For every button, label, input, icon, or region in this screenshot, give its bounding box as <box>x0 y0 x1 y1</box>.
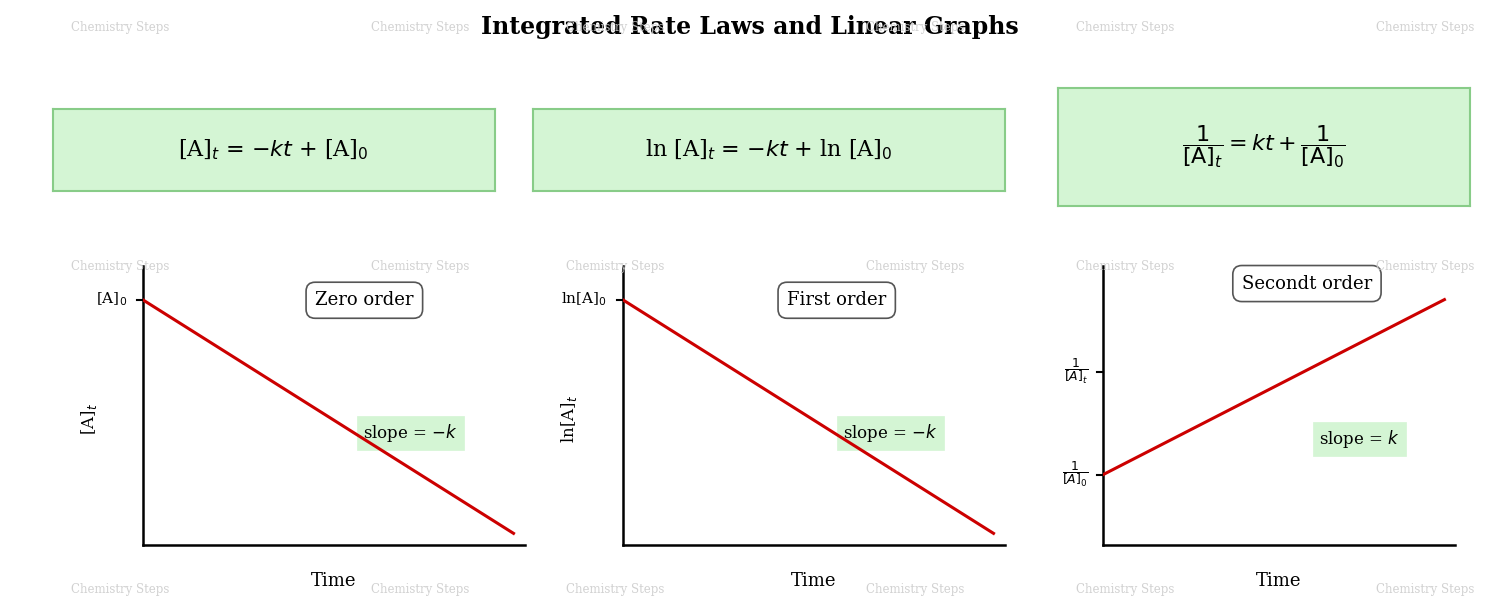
Text: Time: Time <box>310 572 357 590</box>
Text: Chemistry Steps: Chemistry Steps <box>1076 21 1174 34</box>
Text: Chemistry Steps: Chemistry Steps <box>566 21 664 34</box>
Text: $\dfrac{1}{[\mathrm{A}]_t} = kt + \dfrac{1}{[\mathrm{A}]_0}$: $\dfrac{1}{[\mathrm{A}]_t} = kt + \dfrac… <box>1182 123 1346 170</box>
Text: slope = $-k$: slope = $-k$ <box>363 422 458 444</box>
Text: Time: Time <box>790 572 837 590</box>
Text: Time: Time <box>1256 572 1302 590</box>
Text: Chemistry Steps: Chemistry Steps <box>1076 260 1174 273</box>
Text: Secondt order: Secondt order <box>1242 275 1372 293</box>
Text: Chemistry Steps: Chemistry Steps <box>370 21 470 34</box>
Text: [A]$_t$ = $-kt$ + [A]$_0$: [A]$_t$ = $-kt$ + [A]$_0$ <box>178 137 369 162</box>
Text: slope = $-k$: slope = $-k$ <box>843 422 938 444</box>
Text: Chemistry Steps: Chemistry Steps <box>865 583 964 597</box>
Text: ln[A]$_t$: ln[A]$_t$ <box>560 395 579 443</box>
Text: Chemistry Steps: Chemistry Steps <box>566 260 664 273</box>
Text: Chemistry Steps: Chemistry Steps <box>370 583 470 597</box>
Text: Chemistry Steps: Chemistry Steps <box>70 21 170 34</box>
Text: Chemistry Steps: Chemistry Steps <box>1076 583 1174 597</box>
Text: Chemistry Steps: Chemistry Steps <box>1376 583 1474 597</box>
Text: $\dfrac{1}{[A]_t}$: $\dfrac{1}{[A]_t}$ <box>1064 358 1089 387</box>
Text: Zero order: Zero order <box>315 291 414 309</box>
Text: Integrated Rate Laws and Linear Graphs: Integrated Rate Laws and Linear Graphs <box>482 15 1019 39</box>
Text: Chemistry Steps: Chemistry Steps <box>1376 21 1474 34</box>
Text: Chemistry Steps: Chemistry Steps <box>70 260 170 273</box>
Text: Chemistry Steps: Chemistry Steps <box>70 583 170 597</box>
Text: Chemistry Steps: Chemistry Steps <box>865 260 964 273</box>
Text: Chemistry Steps: Chemistry Steps <box>865 21 964 34</box>
Text: ln [A]$_t$ = $-kt$ + ln [A]$_0$: ln [A]$_t$ = $-kt$ + ln [A]$_0$ <box>645 137 892 162</box>
Text: Chemistry Steps: Chemistry Steps <box>1376 260 1474 273</box>
Text: slope = $k$: slope = $k$ <box>1320 428 1401 450</box>
Text: [A]$_t$: [A]$_t$ <box>80 403 99 436</box>
Text: ln[A]$_0$: ln[A]$_0$ <box>561 291 608 309</box>
Text: Chemistry Steps: Chemistry Steps <box>566 583 664 597</box>
Text: $\dfrac{1}{[A]_0}$: $\dfrac{1}{[A]_0}$ <box>1062 460 1089 489</box>
Text: [A]$_0$: [A]$_0$ <box>96 291 128 309</box>
Text: First order: First order <box>788 291 886 309</box>
Text: Chemistry Steps: Chemistry Steps <box>370 260 470 273</box>
